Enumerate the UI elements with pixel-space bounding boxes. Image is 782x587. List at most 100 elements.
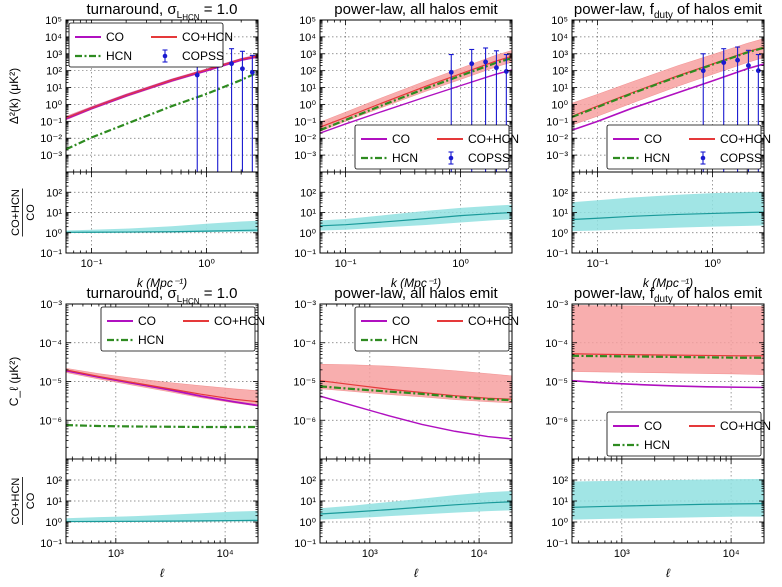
legend-label: HCN [392,333,418,347]
x-tick-label: 10³ [614,548,630,560]
legend-entry: HCN [613,151,670,165]
y-tick-label: 10¹ [46,208,62,220]
y-tick-label: 10² [300,475,316,487]
legend-entry: CO [75,30,124,44]
plot-area [320,304,512,459]
y-tick-label: 10⁻³ [294,299,316,311]
panel-r2: 10⁻¹ 10⁰ 10¹ 10² 10⁻¹ 10⁰ k (Mpc⁻¹) [294,171,513,290]
plot-area [66,459,258,543]
x-tick-label: 10⁰ [452,258,469,270]
series-line-co [320,395,512,440]
panel-r6: 10⁻¹ 10⁰ 10¹ 10² 10³ 10⁴ ℓ [546,458,765,580]
y-tick-label: 10⁰ [551,228,568,240]
y-label-numerator: CO+HCN [10,189,22,236]
copss-marker [494,65,499,71]
y-tick-label: 10⁻⁶ [545,415,568,427]
legend-marker [448,155,454,161]
legend-label: HCN [644,438,670,452]
legend-entry: HCN [361,151,418,165]
y-tick-label: 10⁻² [546,133,568,145]
y-tick-label: 10⁻³ [546,150,568,162]
plot-area [66,304,258,459]
y-label-numerator: CO+HCN [10,478,22,525]
legend-label: HCN [138,333,164,347]
copss-marker [483,59,488,65]
y-tick-label: 10¹ [300,208,316,220]
series-line-co-hcn [66,55,258,119]
copss-marker [700,68,706,74]
panel-title: power-law, fduty of halos emit [574,285,763,305]
y-tick-label: 10⁻³ [40,299,62,311]
axes-frame [65,458,259,544]
y-tick-label: 10⁴ [45,32,62,44]
legend-box [606,124,762,170]
y-tick-label: 10² [46,475,62,487]
legend-entry: COPSS [162,49,224,63]
x-axis-label: k (Mpc⁻¹) [643,276,693,290]
legend-box [100,306,256,352]
series-line-co-hcn [320,55,512,128]
x-tick-label: 10⁻¹ [81,258,103,270]
panel-title: turnaround, σLHCN = 1.0 [86,285,237,306]
legend-entry: CO [613,132,662,146]
panel-r1: 10⁻¹ 10⁰ 10¹ 10² 10⁻¹ 10⁰ k (Mpc⁻¹) CO+HCN CO [10,171,259,290]
y-tick-label: 10³ [552,49,568,61]
x-tick-label: 10⁴ [471,548,488,560]
copss-marker [755,68,761,74]
series-line-co [66,369,258,407]
ratio-median-line [320,501,512,515]
y-tick-label: 10⁻¹ [294,248,316,260]
y-tick-label: 10⁻⁴ [293,338,316,350]
legend-box [354,306,510,352]
y-tick-label: 10⁰ [299,99,316,111]
copss-point [229,48,235,172]
y-tick-label: 10⁰ [551,517,568,529]
copss-marker [469,61,475,67]
plot-area [320,459,512,543]
y-tick-label: 10³ [300,49,316,61]
y-tick-label: 10² [552,66,568,78]
y-tick-label: 10⁰ [551,99,568,111]
ratio-band [320,490,512,520]
y-axis-label: CO+HCN CO [10,477,37,525]
y-tick-label: 10⁻⁴ [39,338,62,350]
y-tick-label: 10⁵ [551,15,568,27]
y-tick-label: 10⁻⁵ [39,377,62,389]
y-tick-label: 10⁻⁵ [293,377,316,389]
axes-frame [571,171,765,254]
y-tick-label: 10⁵ [45,15,62,27]
copss-marker [240,66,245,72]
y-tick-label: 10¹ [46,83,62,95]
copss-marker [746,63,751,68]
copss-marker [249,69,255,75]
copss-marker [448,69,454,75]
series-line-hcn [66,423,258,429]
y-tick-label: 10⁻¹ [546,248,568,260]
copss-marker [735,57,740,63]
series-line-co-hcn [66,369,258,403]
legend-label: CO [644,132,662,146]
legend: CO CO+HCN HCN COPSS [354,124,519,170]
panel-r4: 10⁻¹ 10⁰ 10¹ 10² 10³ 10⁴ ℓ CO+HCN CO [10,458,259,580]
series-line-hcn [320,385,512,402]
panel-title: turnaround, σLHCN = 1.0 [86,1,237,22]
legend-label: CO+HCN [214,314,265,328]
panel-r3: 10⁻¹ 10⁰ 10¹ 10² 10⁻¹ 10⁰ k (Mpc⁻¹) [546,171,765,290]
ratio-median-line [320,211,512,227]
y-tick-label: 10² [46,187,62,199]
series-band-cohcn [572,38,764,126]
legend-label: CO+HCN [720,132,771,146]
panel-title: power-law, all halos emit [334,285,498,302]
plot-area [572,304,764,459]
x-tick-label: 10⁴ [217,548,234,560]
y-axis-label: Δ²(k) (μK²) [7,68,21,124]
x-axis-label: ℓ [160,566,165,580]
ratio-median-line [572,503,764,508]
legend-entry: CO [361,314,410,328]
ratio-median-line [66,519,258,523]
y-tick-label: 10⁴ [551,32,568,44]
y-label-denominator: CO [25,492,37,509]
legend-entry: HCN [75,49,132,63]
y-tick-label: 10¹ [46,496,62,508]
